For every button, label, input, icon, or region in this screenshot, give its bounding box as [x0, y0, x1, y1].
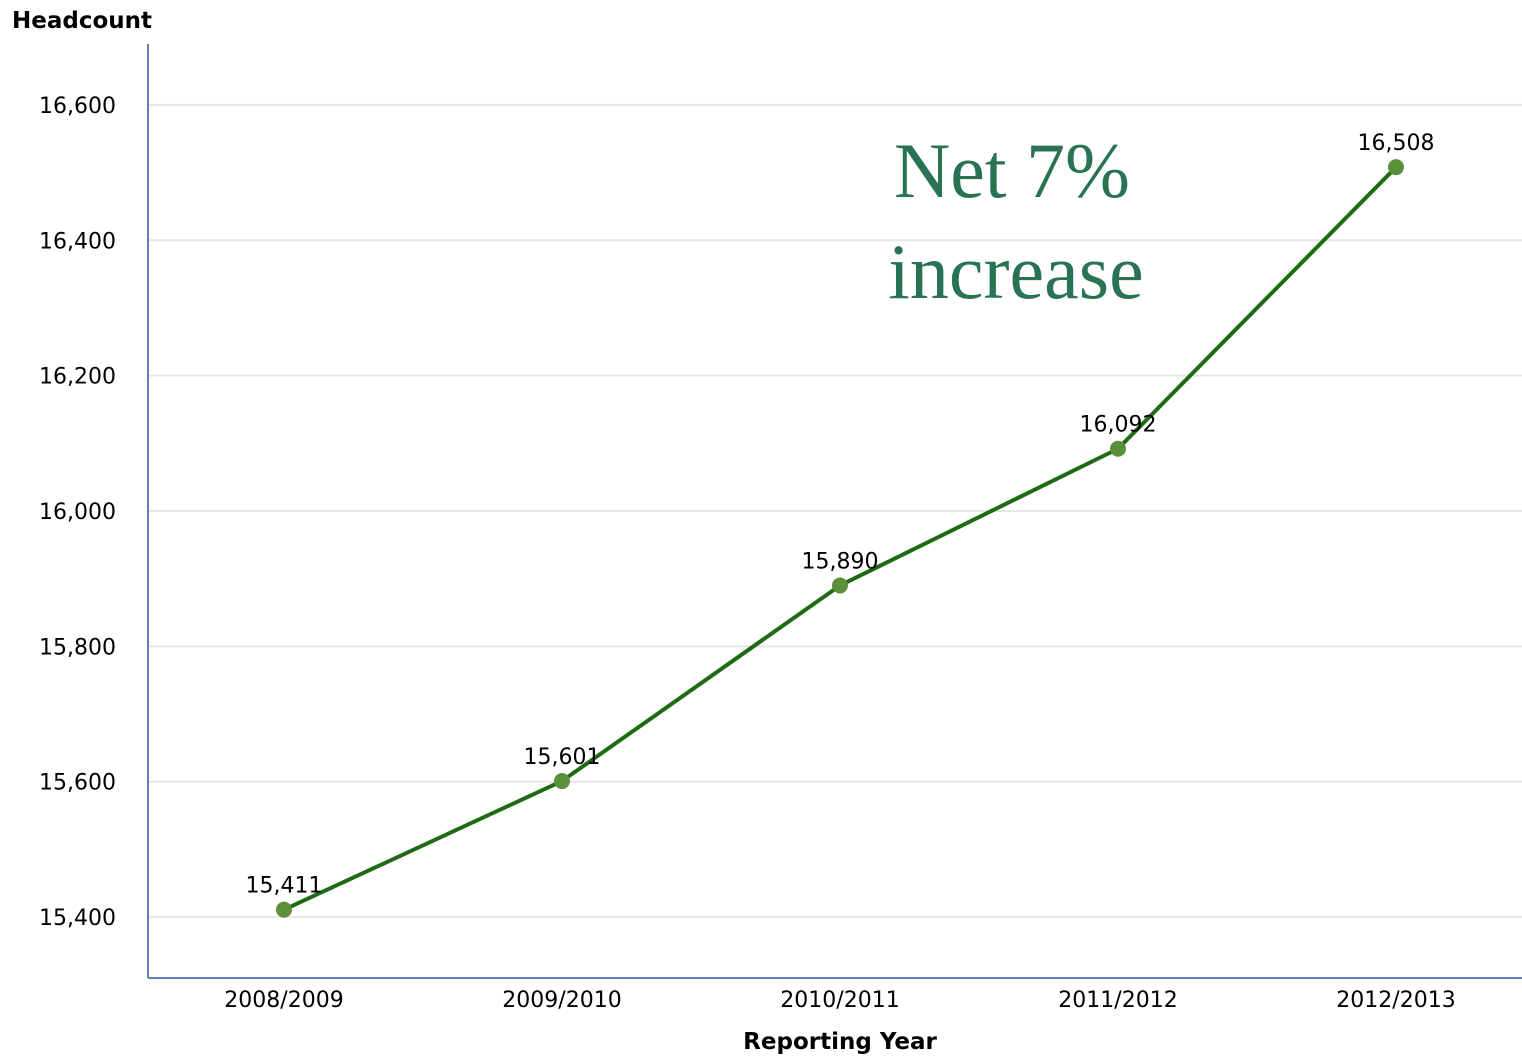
x-tick-label: 2012/2013: [1336, 988, 1455, 1013]
tick-labels: 15,400 15,600 15,800 16,000 16,200 16,400 16,6…: [39, 94, 1456, 1013]
y-tick-label: 16,600: [39, 94, 116, 119]
annotation-line-2: increase: [888, 228, 1143, 315]
series-headcount: [276, 159, 1404, 918]
y-tick-label: 15,600: [39, 771, 116, 796]
data-label: 16,508: [1358, 131, 1435, 156]
data-labels: 15,411 15,601 15,890 16,092 16,508: [246, 131, 1435, 898]
x-tick-label: 2009/2010: [502, 988, 621, 1013]
data-label: 16,092: [1080, 413, 1157, 438]
y-axis-title: Headcount: [12, 8, 152, 34]
y-tick-label: 16,000: [39, 500, 116, 525]
data-point: [554, 773, 570, 790]
y-tick-label: 15,400: [39, 906, 116, 931]
y-tick-label: 16,400: [39, 229, 116, 254]
x-tick-label: 2011/2012: [1058, 988, 1177, 1013]
x-axis-title: Reporting Year: [743, 1029, 937, 1055]
annotation-line-1: Net 7%: [894, 127, 1130, 214]
x-tick-label: 2008/2009: [224, 988, 343, 1013]
series-line: [283, 165, 1398, 912]
data-point: [1388, 159, 1404, 176]
data-point: [276, 901, 292, 918]
x-tick-label: 2010/2011: [780, 988, 899, 1013]
axes: [147, 44, 1522, 979]
data-label: 15,601: [524, 745, 601, 770]
data-label: 15,890: [802, 549, 879, 574]
data-point: [832, 577, 848, 594]
y-tick-label: 15,800: [39, 635, 116, 660]
gridlines: [148, 103, 1522, 919]
data-label: 15,411: [246, 874, 323, 899]
y-tick-label: 16,200: [39, 365, 116, 390]
data-point: [1110, 440, 1126, 457]
